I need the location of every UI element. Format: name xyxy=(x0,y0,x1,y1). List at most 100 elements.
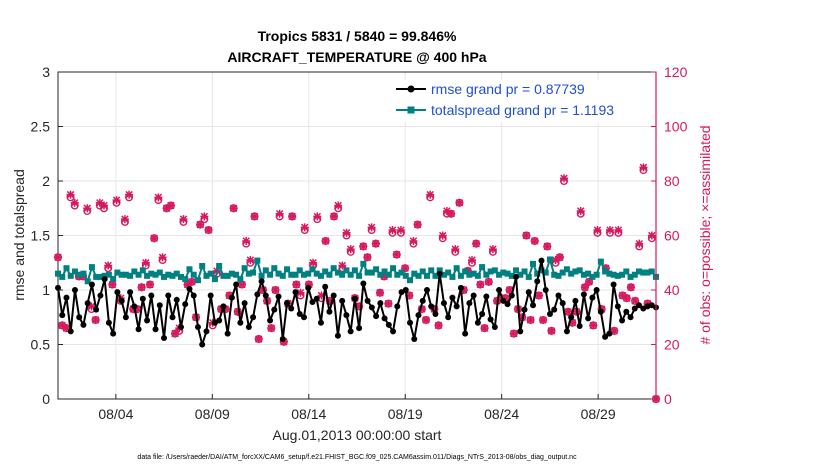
rmse-point xyxy=(542,287,549,293)
rmse-point xyxy=(220,303,227,310)
spread-point xyxy=(309,266,316,273)
spread-point xyxy=(317,272,324,279)
obs-assimilated-point xyxy=(271,286,280,294)
rmse-point xyxy=(305,284,312,291)
spread-point xyxy=(122,271,129,278)
obs-assimilated-point xyxy=(66,190,75,199)
chart-title-line1: Tropics 5831 / 5840 = 99.846% xyxy=(258,28,457,44)
rmse-point xyxy=(610,281,617,288)
obs-assimilated-point xyxy=(325,296,334,305)
rmse-point xyxy=(59,312,66,319)
rmse-point xyxy=(491,324,498,331)
rmse-point xyxy=(504,301,511,308)
rmse-point xyxy=(419,297,426,304)
obs-assimilated-point xyxy=(388,226,397,235)
rmse-point xyxy=(165,292,172,299)
spread-point xyxy=(292,271,299,278)
spread-point xyxy=(453,265,460,272)
rmse-point xyxy=(152,326,159,333)
obs-assimilated-point xyxy=(376,288,384,297)
rmse-point xyxy=(449,294,456,301)
spread-point xyxy=(423,272,430,279)
spread-point xyxy=(88,264,95,271)
rmse-point xyxy=(381,315,388,322)
rmse-point xyxy=(80,321,87,328)
obs-assimilated-point xyxy=(585,277,594,286)
rmse-point xyxy=(373,313,380,320)
spread-point xyxy=(640,269,647,276)
spread-point xyxy=(284,266,291,273)
spread-point xyxy=(534,270,541,277)
obs-assimilated-point xyxy=(338,261,347,270)
obs-assimilated-point xyxy=(501,294,510,303)
rmse-point xyxy=(619,317,626,324)
rmse-point xyxy=(606,330,613,337)
obs-assimilated-point xyxy=(334,201,343,210)
spread-point xyxy=(156,269,163,276)
rmse-point xyxy=(559,300,566,307)
rmse-point xyxy=(487,316,494,323)
rmse-point xyxy=(394,303,401,310)
spread-point xyxy=(496,271,503,278)
obs-assimilated-point xyxy=(426,190,435,199)
rmse-point xyxy=(351,295,358,302)
spread-point xyxy=(398,269,405,276)
obs-assimilated-point xyxy=(363,253,372,262)
spread-point xyxy=(402,272,409,279)
spread-point xyxy=(177,273,184,280)
x-tick-label: 08/24 xyxy=(484,406,519,422)
rmse-point xyxy=(216,317,223,324)
rmse-point xyxy=(466,300,473,307)
obs-assimilated-point xyxy=(509,329,518,338)
y-right-tick-label: 80 xyxy=(664,173,680,189)
rmse-point xyxy=(576,322,583,329)
spread-point xyxy=(648,268,655,275)
rmse-point xyxy=(500,297,507,304)
spread-point xyxy=(343,267,350,274)
obs-assimilated-point xyxy=(58,321,67,330)
obs-assimilated-point xyxy=(476,280,485,289)
obs-assimilated-point xyxy=(233,307,242,316)
spread-point xyxy=(275,270,282,277)
obs-assimilated-point xyxy=(321,236,330,245)
y-left-tick-label: 0.5 xyxy=(31,337,51,353)
spread-point xyxy=(105,271,112,278)
spread-point xyxy=(76,271,83,278)
spread-point xyxy=(390,265,397,272)
obs-assimilated-point xyxy=(409,236,418,245)
obs-assimilated-point xyxy=(150,234,159,243)
rmse-point xyxy=(118,297,125,304)
obs-assimilated-point xyxy=(580,283,589,292)
rmse-point xyxy=(428,303,435,310)
obs-assimilated-point xyxy=(631,296,640,305)
spread-point xyxy=(568,270,575,277)
obs-assimilated-point xyxy=(555,253,564,262)
rmse-point xyxy=(568,314,575,321)
rmse-point xyxy=(521,306,528,313)
obs-assimilated-point xyxy=(472,239,481,248)
obs-assimilated-point xyxy=(171,329,180,338)
spread-point xyxy=(377,271,384,278)
spread-point xyxy=(610,271,617,278)
spread-point xyxy=(224,272,231,279)
spread-point xyxy=(572,268,579,275)
rmse-point xyxy=(139,295,146,302)
obs-assimilated-point xyxy=(547,326,556,335)
spread-point xyxy=(233,271,240,278)
spread-point xyxy=(606,270,613,277)
spread-point xyxy=(445,269,452,276)
spread-point xyxy=(55,270,61,277)
obs-assimilated-point xyxy=(355,302,364,311)
spread-point xyxy=(322,268,329,275)
rmse-point xyxy=(309,298,316,305)
spread-point xyxy=(347,271,354,278)
obs-assimilated-point xyxy=(108,280,117,289)
obs-assimilated-point xyxy=(534,291,543,300)
rmse-series-line xyxy=(57,260,657,349)
spread-point xyxy=(508,272,515,279)
spread-point xyxy=(597,258,604,265)
obs-assimilated-point xyxy=(639,163,648,172)
spread-point xyxy=(220,272,227,279)
obs-assimilated-point xyxy=(91,315,100,324)
rmse-point xyxy=(114,289,121,296)
